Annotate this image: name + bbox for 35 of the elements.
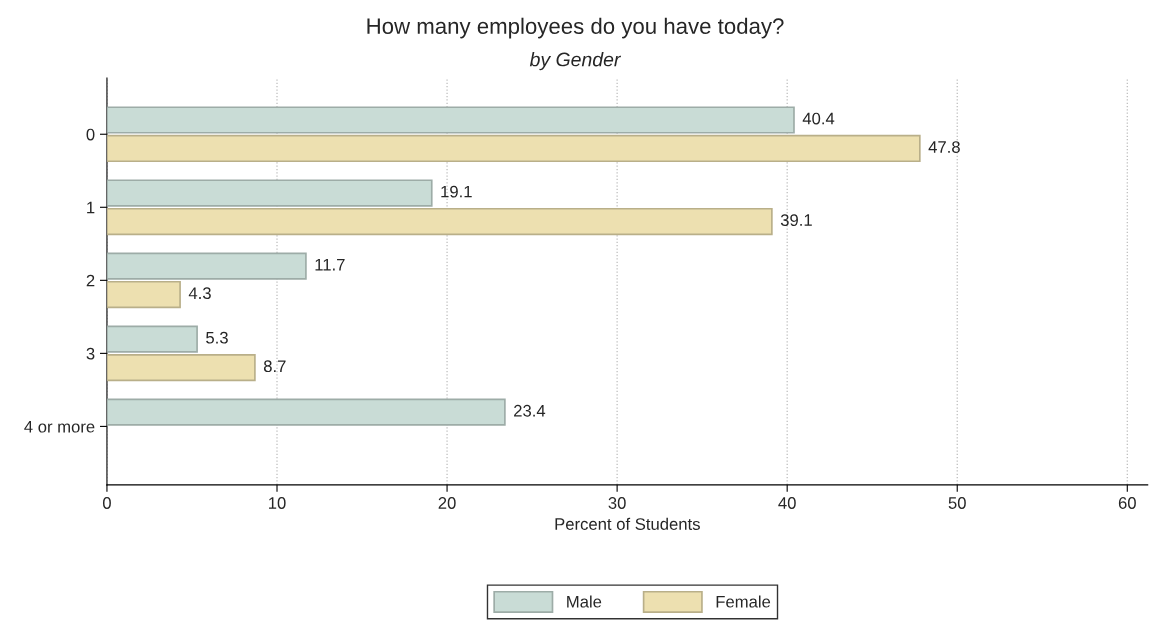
y-tick-label: 4 or more [24,420,95,433]
data-label: 11.7 [315,258,345,271]
bar [106,134,921,163]
y-tick-label: 1 [87,201,95,214]
chart-title: How many employees do you have today? [367,17,784,39]
bar [106,106,795,134]
data-label: 39.1 [780,214,812,226]
x-tick-label: 50 [948,497,966,509]
x-tick-label: 60 [1118,497,1136,509]
data-label: 5.3 [206,331,228,344]
bar [106,252,307,280]
x-tick-label: 10 [269,497,286,509]
x-tick-label: 40 [778,497,796,509]
data-label: 47.8 [928,141,960,153]
data-label: 19.1 [441,185,472,198]
bar [106,207,773,236]
legend-label: Male [567,595,602,608]
x-tick-label: 20 [438,497,456,509]
chart-subtitle: by Gender [529,52,622,71]
y-tick-label: 0 [86,128,95,141]
bar [106,280,181,309]
legend-label: Female [716,595,771,608]
data-label: 40.4 [802,112,835,125]
x-axis-title: Percent of Students [555,517,700,530]
bar [106,179,433,207]
data-label: 4.3 [188,287,211,300]
bar [106,398,506,426]
bar [106,353,256,382]
y-tick-label: 2 [86,274,95,287]
data-label: 23.4 [514,404,546,417]
bar [106,325,198,353]
x-tick-label: 30 [608,497,626,509]
y-tick-label: 3 [86,347,95,360]
data-label: 8.7 [263,360,286,373]
x-tick-label: 0 [102,497,111,509]
